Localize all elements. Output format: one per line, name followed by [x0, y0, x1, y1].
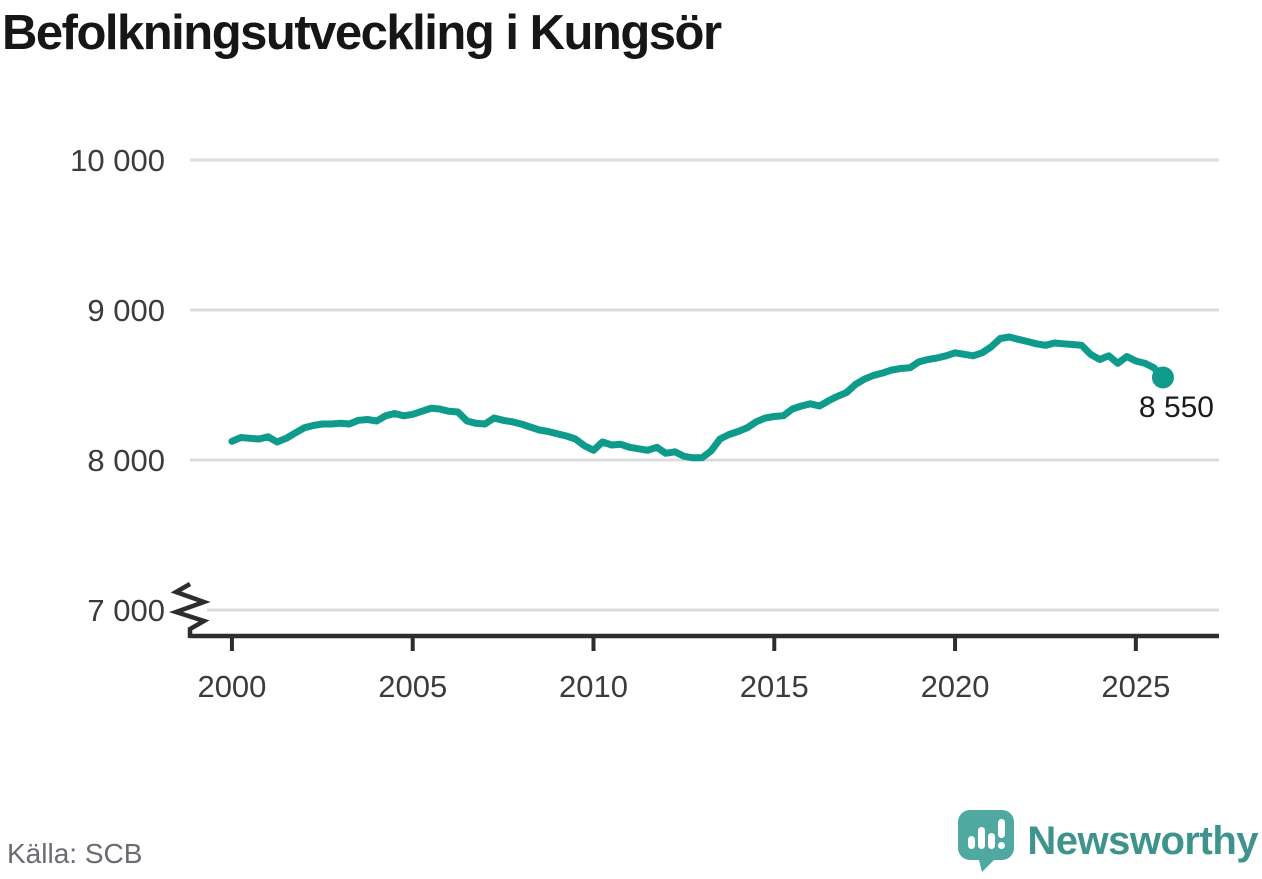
population-line	[228, 333, 1167, 462]
y-tick-label: 8 000	[87, 443, 165, 478]
x-tick-label: 2000	[197, 669, 266, 704]
end-value-label: 8 550	[1139, 391, 1214, 424]
chart-canvas: 7 000 8 000 9 000 10 000 2000 2005 2010 2015 202…	[70, 143, 1219, 704]
logo-bar-2	[978, 827, 986, 849]
newsworthy-logo: Newsworthy	[957, 809, 1258, 873]
x-tick-label: 2015	[740, 669, 809, 704]
logo-exclamation-dot	[998, 842, 1006, 849]
logo-exclamation-bar	[998, 819, 1006, 838]
axis-break-icon	[168, 582, 211, 638]
y-tick-label: 7 000	[87, 593, 165, 628]
x-tick-label: 2010	[559, 669, 628, 704]
chart-footer: Källa: SCB Newsworthy	[0, 809, 1262, 879]
logo-bubble	[958, 810, 1015, 872]
chart-title: Befolkningsutveckling i Kungsör	[2, 6, 722, 60]
source-label: Källa: SCB	[7, 838, 143, 869]
y-tick-label: 9 000	[87, 293, 165, 328]
logo-bar-1	[968, 836, 976, 849]
series-end-dot	[1151, 366, 1174, 389]
x-tick-label: 2005	[378, 669, 447, 704]
newsworthy-logo-text: Newsworthy	[1027, 818, 1258, 863]
x-tick-label: 2020	[921, 669, 990, 704]
y-tick-label: 10 000	[70, 143, 165, 178]
x-tick-label: 2025	[1101, 669, 1170, 704]
logo-bar-3	[988, 833, 996, 849]
newsworthy-logo-icon	[958, 810, 1015, 872]
